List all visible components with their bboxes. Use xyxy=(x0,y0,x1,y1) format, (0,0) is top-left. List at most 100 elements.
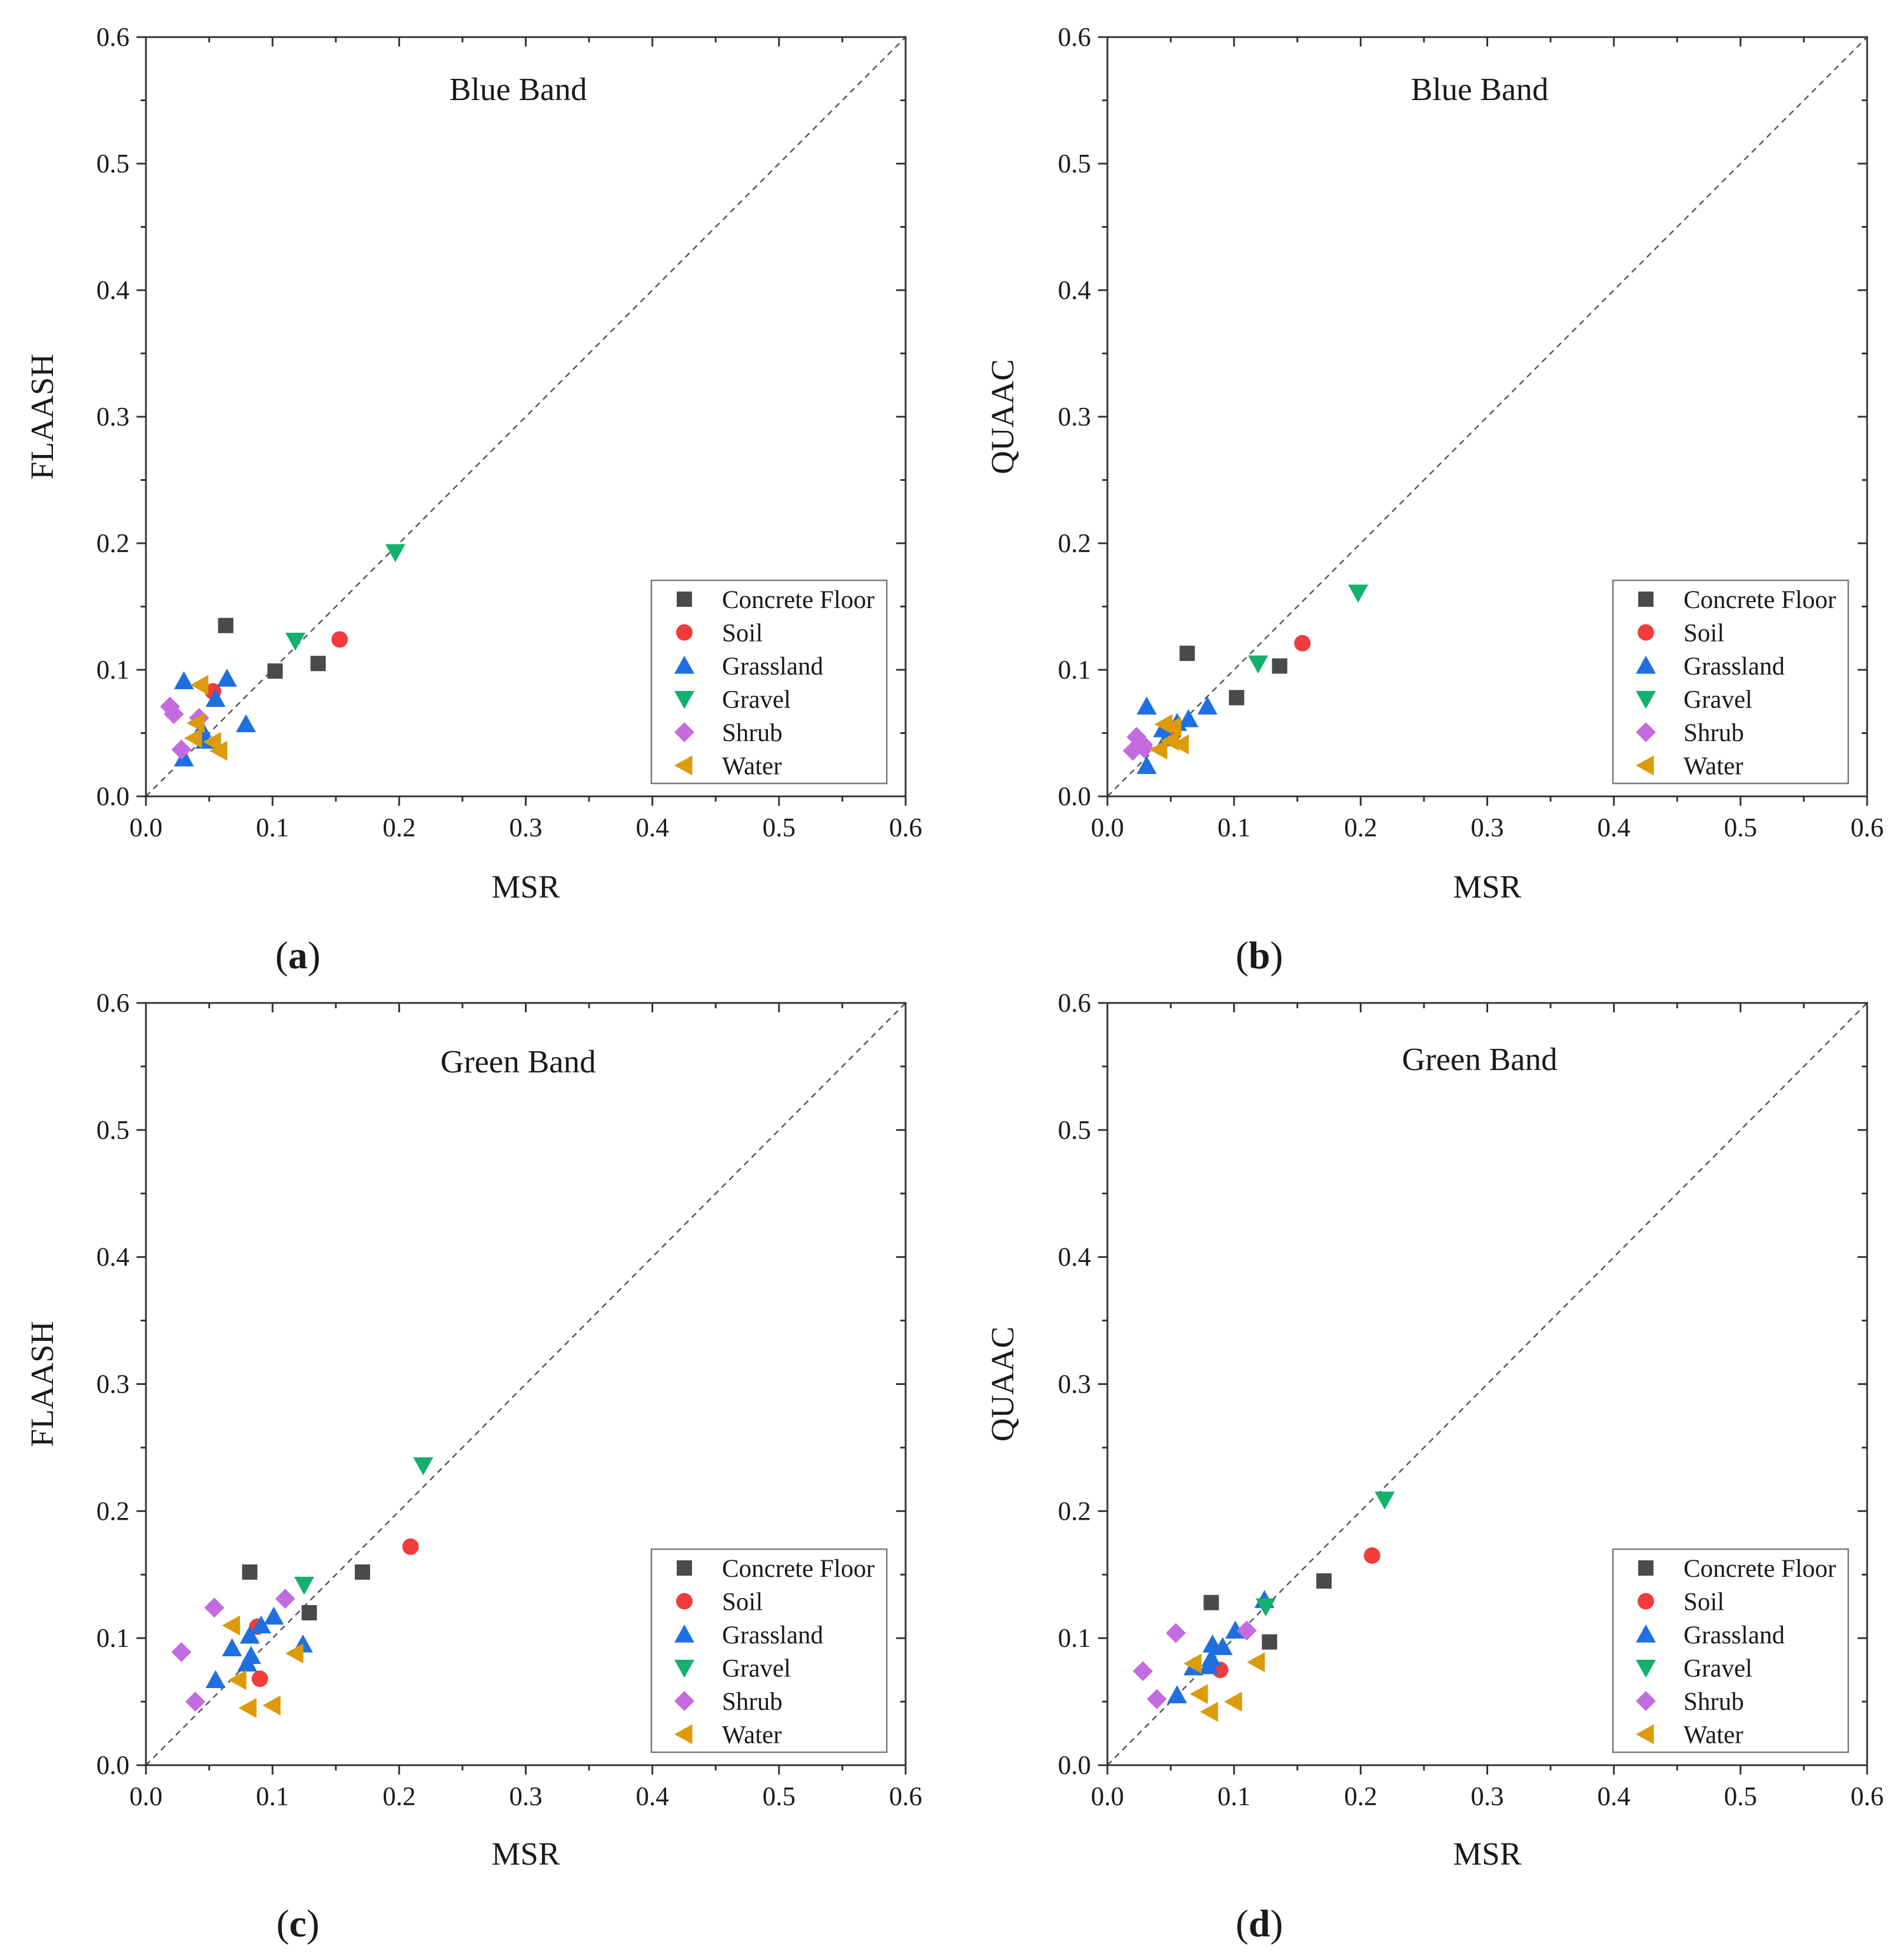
data-point xyxy=(262,1695,281,1716)
legend-label: Soil xyxy=(722,620,763,647)
series-concrete-floor xyxy=(242,1564,370,1620)
y-tick-label: 0.3 xyxy=(97,1370,129,1399)
legend-marker xyxy=(1636,1691,1656,1711)
data-point xyxy=(264,1606,284,1625)
data-point xyxy=(1200,1702,1218,1722)
series-gravel xyxy=(1255,1491,1395,1617)
x-tick-label: 0.6 xyxy=(1851,813,1884,842)
x-tick-label: 0.2 xyxy=(382,1782,415,1811)
data-point xyxy=(285,1643,304,1664)
legend-label: Soil xyxy=(1684,620,1724,647)
data-point xyxy=(251,1670,268,1687)
legend-marker xyxy=(1636,1625,1656,1643)
data-point xyxy=(1197,696,1217,715)
legend-box xyxy=(1612,1548,1849,1753)
data-point xyxy=(242,1564,258,1580)
y-tick-label: 0.1 xyxy=(97,1623,129,1653)
y-tick-label: 0.3 xyxy=(1058,1370,1091,1399)
data-point xyxy=(1178,709,1199,727)
legend: Concrete Floor Soil Grassland Gravel Shrub Wa… xyxy=(650,579,888,785)
x-tick-label: 0.1 xyxy=(1217,1782,1250,1811)
data-point xyxy=(1136,756,1157,774)
legend-marker xyxy=(674,722,694,742)
y-tick-label: 0.6 xyxy=(97,988,129,1018)
data-point xyxy=(205,689,226,707)
series-soil xyxy=(1212,1547,1380,1679)
data-point xyxy=(1246,1652,1265,1673)
x-tick-label: 0.2 xyxy=(382,813,415,842)
legend-marker xyxy=(1636,690,1656,709)
legend-marker xyxy=(1636,656,1656,674)
legend-label: Shrub xyxy=(722,1688,783,1716)
series-shrub xyxy=(1123,726,1155,761)
y-tick-label: 0.5 xyxy=(1058,149,1091,178)
x-tick-label: 0.4 xyxy=(1598,1782,1631,1811)
legend-label: Gravel xyxy=(1684,686,1752,714)
data-point xyxy=(238,1697,257,1718)
legend-label: Gravel xyxy=(1684,1655,1752,1683)
data-point xyxy=(331,631,348,648)
legend-marker xyxy=(674,1659,694,1678)
y-tick-label: 0.0 xyxy=(1058,1750,1091,1780)
legend-label: Concrete Floor xyxy=(722,586,874,614)
data-point xyxy=(1170,734,1189,755)
legend-marker xyxy=(1636,1724,1654,1745)
legend-marker xyxy=(1636,722,1656,742)
chart-title: Blue Band xyxy=(450,71,587,107)
x-tick-label: 0.2 xyxy=(1344,813,1377,842)
y-tick-label: 0.6 xyxy=(97,22,129,52)
x-tick-label: 0.3 xyxy=(1470,1782,1503,1811)
x-axis-label: MSR xyxy=(1453,1836,1521,1872)
x-tick-label: 0.3 xyxy=(1470,813,1503,842)
data-point xyxy=(171,739,192,760)
series-concrete-floor xyxy=(218,617,326,679)
y-tick-label: 0.4 xyxy=(1058,1243,1091,1272)
series-water xyxy=(184,675,228,761)
x-tick-label: 0.3 xyxy=(509,1782,542,1811)
data-point xyxy=(190,675,209,695)
legend-label: Shrub xyxy=(1684,719,1744,747)
data-point xyxy=(1160,730,1179,751)
y-axis-label: QUAAC xyxy=(984,359,1020,474)
legend-label: Grassland xyxy=(1684,653,1785,680)
data-point xyxy=(310,656,326,672)
data-point xyxy=(1262,1634,1277,1650)
legend-label: Shrub xyxy=(722,719,783,747)
data-point xyxy=(285,632,305,651)
x-tick-label: 0.1 xyxy=(1217,813,1250,842)
data-point xyxy=(1348,584,1369,603)
x-tick-label: 0.6 xyxy=(889,813,922,842)
legend: Concrete Floor Soil Grassland Gravel Shrub Wa… xyxy=(1612,1548,1849,1753)
legend-label: Grassland xyxy=(1684,1622,1785,1649)
series-concrete-floor xyxy=(1203,1573,1332,1650)
panel-label-open: ( xyxy=(1236,934,1249,977)
x-tick-label: 0.1 xyxy=(256,1782,289,1811)
data-point xyxy=(171,1642,192,1662)
reference-line xyxy=(145,36,906,797)
series-shrub xyxy=(171,1589,295,1712)
series-grassland xyxy=(205,1606,313,1688)
legend-marker xyxy=(677,592,692,607)
y-tick-label: 0.2 xyxy=(97,1496,129,1526)
x-axis-label: MSR xyxy=(1453,869,1521,905)
data-point xyxy=(1224,1692,1242,1712)
data-point xyxy=(385,544,405,563)
x-axis-label: MSR xyxy=(491,869,560,905)
data-point xyxy=(209,740,228,761)
panel-label-open: ( xyxy=(275,934,288,977)
reference-line xyxy=(1107,36,1868,797)
y-tick-label: 0.6 xyxy=(1058,988,1091,1018)
y-tick-label: 0.2 xyxy=(1058,529,1091,558)
y-tick-label: 0.1 xyxy=(1058,1623,1091,1653)
legend-marker xyxy=(676,1593,693,1610)
panel-label: (c) xyxy=(277,1902,320,1945)
data-point xyxy=(239,1625,260,1644)
data-point xyxy=(184,728,202,749)
legend-marker xyxy=(674,1625,694,1643)
legend: Concrete Floor Soil Grassland Gravel Shrub Wa… xyxy=(1612,579,1849,785)
chart-title: Green Band xyxy=(1402,1041,1557,1077)
x-tick-label: 0.3 xyxy=(509,813,542,842)
data-point xyxy=(222,1638,242,1657)
data-point xyxy=(1375,1491,1395,1510)
